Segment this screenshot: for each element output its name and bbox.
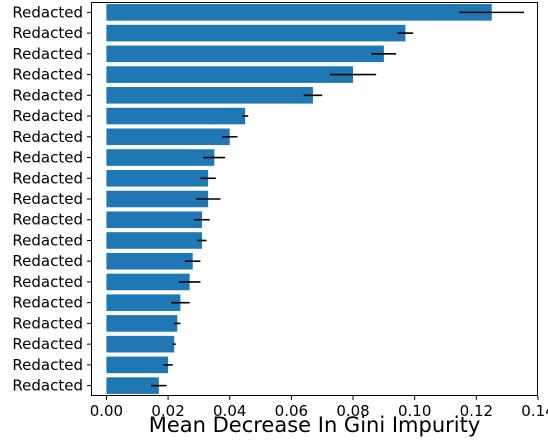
y-axis-ticks: Redacted Redacted Redacted Redacted Redacted… <box>12 3 91 395</box>
plot-frame <box>91 2 538 396</box>
y-tick-label: Redacted <box>12 273 83 291</box>
y-tick-label: Redacted <box>12 45 83 63</box>
bar <box>106 107 246 125</box>
x-axis-title: Mean Decrease In Gini Impurity <box>149 413 481 437</box>
y-tick-label: Redacted <box>12 149 83 167</box>
bar <box>106 232 202 249</box>
bar <box>106 190 209 208</box>
y-tick-label: Redacted <box>12 252 83 270</box>
y-tick-label: Redacted <box>12 335 83 353</box>
x-tick-label: 0.06 <box>275 402 308 420</box>
bar <box>106 66 354 83</box>
y-tick-label: Redacted <box>12 190 83 208</box>
bar <box>106 169 209 187</box>
x-tick-label: 0.14 <box>521 402 548 420</box>
bar <box>106 294 181 311</box>
x-tick-label: 0.12 <box>460 402 493 420</box>
bar <box>106 315 178 332</box>
bar <box>106 24 406 42</box>
bar <box>106 4 492 21</box>
x-tick-label: 0.08 <box>336 402 369 420</box>
y-tick-label: Redacted <box>12 356 83 374</box>
bar <box>106 211 202 229</box>
bar <box>106 377 159 394</box>
y-tick-label: Redacted <box>12 3 83 21</box>
y-tick-label: Redacted <box>12 211 83 229</box>
x-axis-ticks: 0.00 0.02 0.04 0.06 0.08 0.10 0.12 0.14 <box>90 396 548 420</box>
y-tick-label: Redacted <box>12 128 83 146</box>
y-tick-label: Redacted <box>12 377 83 395</box>
x-tick-label: 0.10 <box>398 402 431 420</box>
y-tick-label: Redacted <box>12 24 83 42</box>
y-tick-label: Redacted <box>12 294 83 312</box>
y-tick-label: Redacted <box>12 231 83 249</box>
bar <box>106 45 384 63</box>
bar <box>106 335 175 353</box>
y-tick-label: Redacted <box>12 107 83 125</box>
bar <box>106 273 190 291</box>
y-tick-label: Redacted <box>12 66 83 84</box>
bar <box>106 356 169 374</box>
bars-layer <box>106 4 492 394</box>
x-tick-label: 0.04 <box>213 402 246 420</box>
error-bars-layer <box>151 11 525 387</box>
bar <box>106 128 230 146</box>
bar <box>106 252 193 270</box>
bar <box>106 149 215 166</box>
x-tick-label: 0.00 <box>90 402 123 420</box>
x-tick-label: 0.02 <box>151 402 184 420</box>
y-tick-label: Redacted <box>12 169 83 187</box>
y-tick-label: Redacted <box>12 86 83 104</box>
bar <box>106 87 313 104</box>
y-tick-label: Redacted <box>12 314 83 332</box>
